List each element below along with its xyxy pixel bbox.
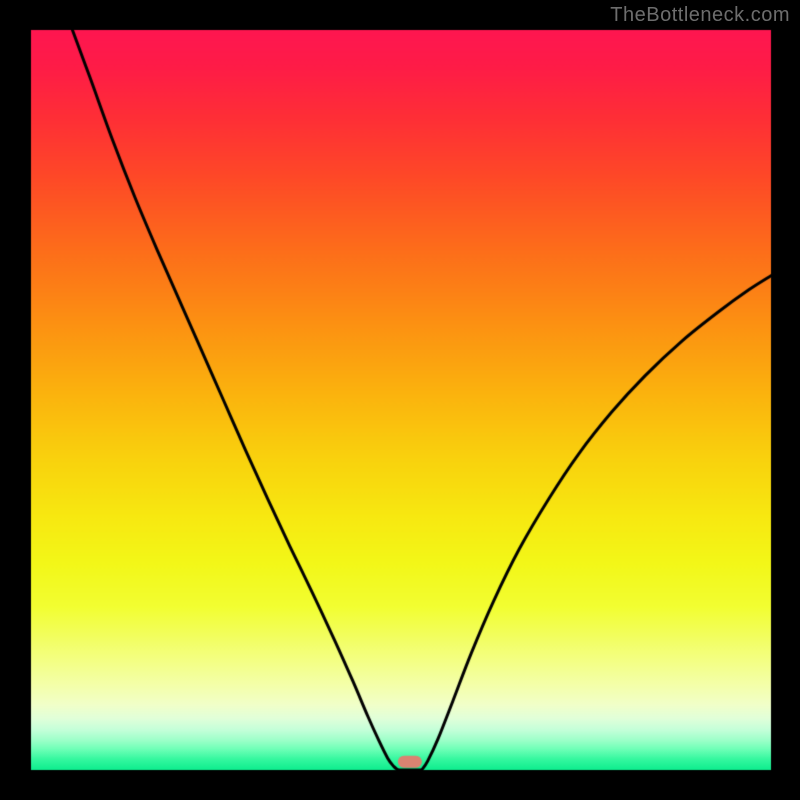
gradient-background-canvas xyxy=(0,0,800,800)
chart-stage: TheBottleneck.com xyxy=(0,0,800,800)
watermark-label: TheBottleneck.com xyxy=(610,4,790,27)
